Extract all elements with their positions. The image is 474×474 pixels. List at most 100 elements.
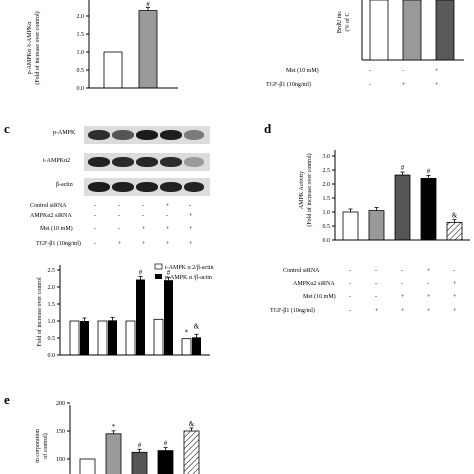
bar [342,211,359,241]
condition-label: TGF-β1 (10ng/ml) [36,241,81,247]
blot-label-p-ampk: p-AMPK [53,130,76,136]
sign: - [94,241,96,247]
panel-d-row-ampk-sirna: AMPKα2 siRNA - - - - + [283,281,473,289]
condition-label: TGF-β1 (10ng/ml) [266,82,311,88]
bar-p-ampk [136,279,145,355]
sign: + [435,82,439,88]
bar-p-ampk [164,280,173,355]
panel-e-ylabel-main: in corporation [35,429,41,463]
sign: - [349,268,351,274]
panel-e-ylabel: in corporation of control) [34,429,50,463]
sign: + [435,68,439,74]
western-blot-p-ampk [84,126,210,144]
sign: - [375,268,377,274]
y-tick-label: 0.5 [77,68,85,74]
sign: - [349,308,351,314]
y-tick-label: 3.0 [323,154,331,160]
legend-label-t-ampk: t-AMPK α 2/β-actin [165,265,214,271]
panel-d-row-tgf: TGF-β1 (10ng/ml) - + + + + [270,308,473,316]
blot-label-t-ampk: t-AMPKα2 [43,158,71,164]
sign: + [142,226,146,232]
sign: + [427,294,431,300]
panel-c-row-ampk-sirna: AMPKα2 siRNA - - - - + [30,213,210,221]
sign: - [402,68,404,74]
panel-b-row-met: Met (10 mM) - - + [286,68,466,76]
bar [368,210,385,241]
sign: - [94,226,96,232]
panel-b-bar-met-tgf [435,0,455,61]
bar-p-ampk [192,337,201,355]
sign: - [401,268,403,274]
legend-swatch-t-ampk [154,263,163,270]
y-tick-label: 1.5 [77,32,85,38]
y-tick-label: 0.0 [323,238,331,244]
bar [420,178,437,241]
panel-b-ylabel-sub: (% of C [345,12,351,32]
sign: - [375,281,377,287]
panel-d-row-met: Met (10 mM) - - + + + [283,294,473,302]
panel-c-chart: 0.0 0.5 1.0 1.5 2.0 2.5 # # *& t-AMPK α 2/β-act… [48,263,214,359]
sign: - [349,294,351,300]
sign: - [142,203,144,209]
condition-label: Control siRNA [30,203,67,209]
sign: - [94,203,96,209]
bar [157,450,174,474]
legend-label-p-ampk: p-AMPK α /β-actin [165,275,212,281]
panel-e-letter: e [4,392,10,407]
sign: - [189,203,191,209]
panel-c-row-control-sirna: Control siRNA - - - + - [30,203,210,211]
panel-b-ylabel: BrdU inc (% of C [336,11,352,33]
y-tick-label: 1.5 [323,196,331,202]
significance-marker: & [189,420,195,428]
sign: - [166,213,168,219]
panel-c-row-tgf: TGF-β1 (10ng/ml) - + + + + [30,241,210,249]
sign: - [94,213,96,219]
western-blot-beta-actin [84,178,210,196]
panel-b-ylabel-main: BrdU inc [337,10,343,34]
panel-d-row-control-sirna: Control siRNA - - - + - [283,268,473,276]
panel-b-bar-control [369,0,389,61]
sign: + [401,308,405,314]
y-tick-label: 1.0 [323,210,331,216]
sign: - [375,294,377,300]
significance-marker: # [146,1,150,9]
y-tick-label: 1.0 [48,319,56,325]
y-tick-label: 200 [56,401,65,407]
sign: + [118,241,122,247]
panel-e-chart: 100 150 200 * # # & [56,401,200,474]
sign: - [349,281,351,287]
panel-c-ylabel: Fold of increase over control [37,277,43,347]
panel-c-legend: t-AMPK α 2/β-actin p-AMPK α /β-actin [154,263,214,281]
condition-label: Control siRNA [283,268,320,274]
condition-label: Met (10 mM) [40,226,73,232]
sign: - [401,281,403,287]
y-tick-label: 1.0 [77,50,85,56]
western-blot-t-ampk [84,153,210,171]
y-tick-label: 150 [56,429,65,435]
bar [103,51,123,89]
y-tick-label: 2.0 [48,285,56,291]
panel-a-ylabel-main: p-AMPKα /t-AMPKα [27,21,33,75]
sign: + [375,308,379,314]
bar-t-ampk [153,318,164,356]
bar-t-ampk [181,338,192,356]
y-tick-label: 0.5 [48,336,56,342]
sign: + [453,308,457,314]
panel-a-ylabel: p-AMPKα /t-AMPKα (Fold of increase over … [26,11,42,84]
bar [394,174,411,241]
panel-c-row-met: Met (10 mM) - - + + + [30,226,210,234]
significance-marker: * [112,423,116,431]
significance-marker: # [427,167,431,175]
sign: + [427,308,431,314]
bar-t-ampk [125,320,136,356]
legend-swatch-p-ampk [155,274,162,279]
sign: + [166,226,170,232]
significance-marker: # [401,164,405,172]
sign: - [118,203,120,209]
y-tick-label: 1.5 [48,302,56,308]
y-tick-label: 2.0 [323,182,331,188]
y-tick-label: 100 [56,457,65,463]
y-tick-label: 2.0 [77,14,85,20]
bar [79,458,96,474]
sign: + [189,226,193,232]
